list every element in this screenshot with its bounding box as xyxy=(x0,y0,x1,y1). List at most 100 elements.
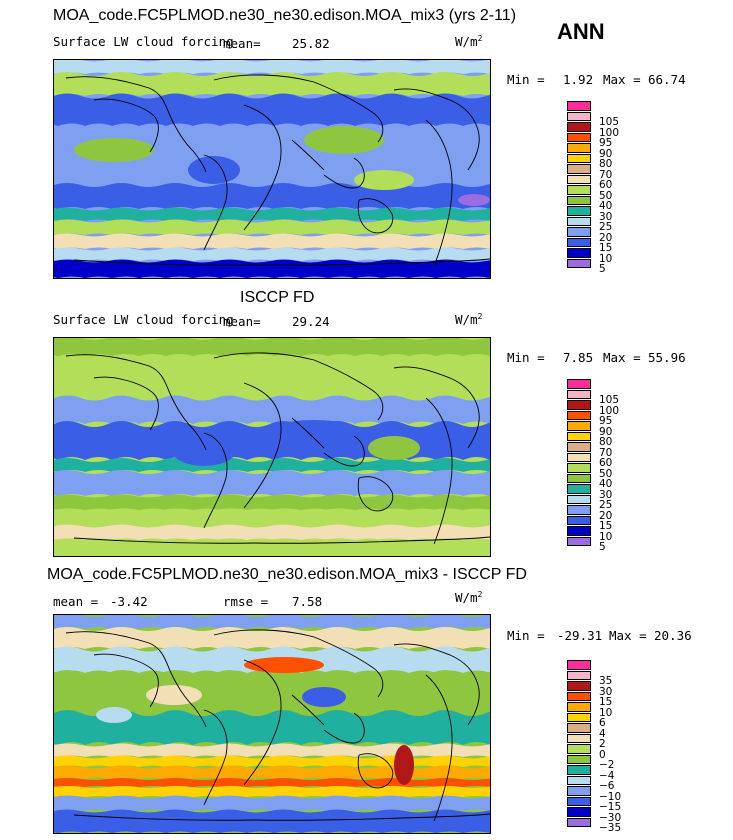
panel3-min: -29.31 xyxy=(557,628,603,643)
coastline xyxy=(357,198,394,234)
coastline xyxy=(73,813,490,821)
contour-region xyxy=(54,710,490,745)
coastline xyxy=(357,753,394,789)
panel2-min-label: Min = xyxy=(507,350,545,365)
coastline xyxy=(73,536,490,544)
legend-swatch xyxy=(567,670,591,680)
panel1-variable: Surface LW cloud forcing xyxy=(53,34,234,49)
season-label: ANN xyxy=(557,19,605,44)
coastline xyxy=(65,631,207,728)
legend-swatch xyxy=(567,452,591,462)
legend-swatch xyxy=(567,526,591,536)
panel2-variable: Surface LW cloud forcing xyxy=(53,312,234,327)
contour-region xyxy=(54,72,490,96)
legend-swatch xyxy=(567,505,591,515)
panel1-max-label: Max = xyxy=(603,72,641,87)
legend-label: 20 xyxy=(599,509,613,522)
panel1-mean-label: mean= xyxy=(223,36,261,51)
legend-swatch xyxy=(567,258,591,268)
panel3-mean-label: mean = xyxy=(53,594,99,609)
legend-label: 10 xyxy=(599,706,613,719)
legend-swatch xyxy=(567,216,591,226)
coastline xyxy=(323,712,365,744)
coastline xyxy=(93,98,159,153)
coastline xyxy=(291,694,325,726)
legend-swatch xyxy=(567,494,591,504)
coastline xyxy=(93,376,159,431)
contour-region xyxy=(354,170,414,190)
legend-label: 30 xyxy=(599,488,613,501)
legend-swatch xyxy=(567,164,591,174)
contour-region xyxy=(170,430,238,466)
legend-label: 25 xyxy=(599,221,613,233)
legend-swatch xyxy=(567,410,591,420)
contour-region xyxy=(74,138,154,162)
contour-region xyxy=(54,524,490,540)
legend-swatch xyxy=(567,153,591,163)
legend-swatch xyxy=(567,237,591,247)
legend-swatch xyxy=(567,185,591,195)
contour-region xyxy=(458,194,490,206)
panel1-map-svg xyxy=(54,60,490,278)
legend-swatch xyxy=(567,473,591,483)
panel3-title: MOA_code.FC5PLMOD.ne30_ne30.edison.MOA_m… xyxy=(47,566,527,583)
legend-label: 70 xyxy=(599,168,613,181)
coastline xyxy=(93,653,159,708)
coastline xyxy=(213,74,384,143)
panel1-min-label: Min = xyxy=(507,72,545,87)
legend-label: 6 xyxy=(599,717,606,729)
legend-label: 100 xyxy=(599,126,620,139)
coastline xyxy=(243,659,282,786)
legend-swatch xyxy=(567,691,591,701)
contour-region xyxy=(54,395,490,424)
legend-swatch xyxy=(567,101,591,111)
coastline xyxy=(291,139,325,171)
coastline xyxy=(425,397,453,545)
panel3-map-svg xyxy=(54,615,490,833)
legend-label: −15 xyxy=(599,801,622,813)
coastline xyxy=(393,643,480,726)
contour-region xyxy=(54,765,490,779)
coastline xyxy=(203,709,228,806)
coastline xyxy=(425,674,453,822)
legend-label: 70 xyxy=(599,446,613,459)
legend-swatch xyxy=(567,442,591,452)
legend-label: 15 xyxy=(599,520,613,532)
panel1-title: MOA_code.FC5PLMOD.ne30_ne30.edison.MOA_m… xyxy=(53,7,517,24)
legend-swatch xyxy=(567,817,591,827)
contour-region xyxy=(302,687,346,707)
legend-label: 15 xyxy=(599,696,613,708)
legend-swatch xyxy=(567,143,591,153)
contour-region xyxy=(54,338,490,356)
panel3-rmse: 7.58 xyxy=(292,594,323,609)
coastline xyxy=(393,88,480,171)
contour-region xyxy=(54,93,490,126)
contour-region xyxy=(54,795,490,811)
panel2-units: W/m2 xyxy=(455,312,483,328)
coastline xyxy=(203,154,228,251)
contour-region xyxy=(54,458,490,472)
contour-region xyxy=(394,745,414,785)
legend-swatch xyxy=(567,111,591,121)
contour-region xyxy=(54,247,490,261)
contour-region xyxy=(244,657,324,673)
contour-region xyxy=(54,207,490,221)
legend-label: 60 xyxy=(599,179,613,191)
contour-region xyxy=(304,126,384,154)
contour-region xyxy=(54,755,490,767)
contour-region xyxy=(54,809,490,833)
coastline xyxy=(65,76,207,173)
legend-swatch xyxy=(567,786,591,796)
contour-region xyxy=(54,615,490,629)
legend-label: 40 xyxy=(599,478,613,490)
contour-region xyxy=(54,670,490,713)
contour-region xyxy=(54,786,490,797)
panel2-max: 55.96 xyxy=(648,350,686,365)
legend-swatch xyxy=(567,421,591,431)
legend-label: 50 xyxy=(599,467,613,480)
coastline xyxy=(213,629,384,698)
legend-label: −4 xyxy=(599,769,615,782)
legend-swatch xyxy=(567,796,591,806)
legend-swatch xyxy=(567,733,591,743)
legend-swatch xyxy=(567,765,591,775)
